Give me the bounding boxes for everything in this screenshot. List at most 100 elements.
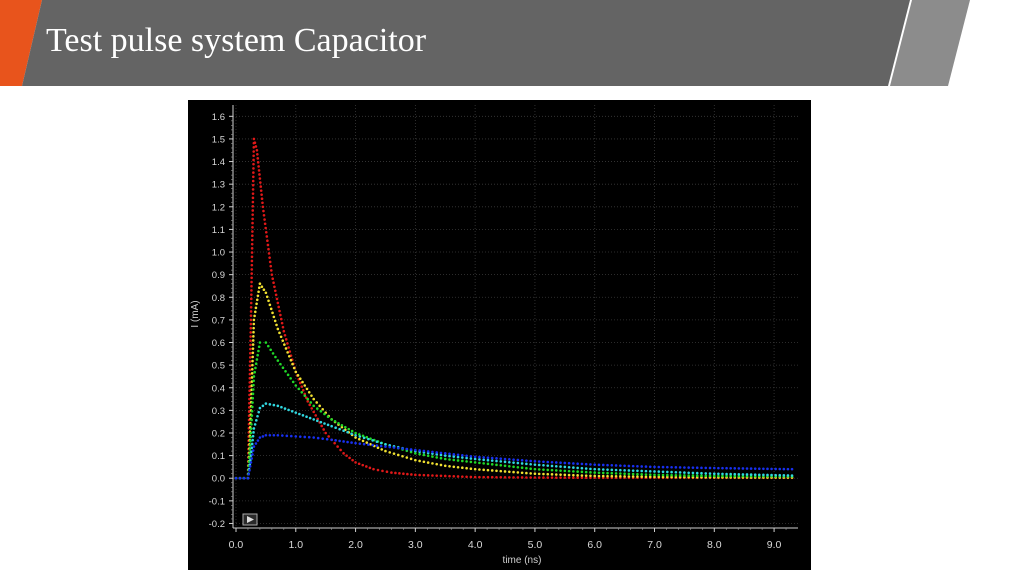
data-point [623, 475, 626, 478]
data-point [406, 472, 409, 476]
data-point [251, 200, 255, 204]
x-tick-label: 9.0 [767, 539, 782, 551]
data-point [248, 456, 251, 459]
data-point [264, 433, 268, 437]
data-point [251, 392, 255, 396]
data-point [559, 476, 562, 479]
data-point [473, 467, 477, 471]
data-point [495, 463, 498, 467]
data-point [251, 234, 254, 238]
accent-stripe-orange [0, 0, 42, 86]
data-point [394, 471, 397, 475]
data-point [448, 474, 451, 478]
data-point [439, 453, 443, 457]
data-point [762, 467, 765, 471]
data-point [308, 416, 312, 420]
data-point [426, 461, 430, 464]
data-point [567, 469, 571, 473]
data-point [431, 474, 434, 477]
data-point [264, 230, 268, 234]
data-point [268, 403, 272, 406]
data-point [542, 468, 545, 471]
data-point [252, 158, 255, 162]
y-tick-label: 0.6 [212, 338, 225, 349]
data-point [606, 468, 609, 471]
data-point [486, 475, 490, 479]
data-point [644, 475, 648, 479]
x-tick-label: 7.0 [647, 539, 662, 551]
data-point [362, 442, 366, 446]
data-point [250, 242, 254, 246]
title-band-graphic [0, 0, 970, 86]
data-point [666, 470, 669, 474]
data-point [263, 218, 266, 221]
data-point [490, 469, 494, 472]
data-point [593, 467, 597, 471]
data-point [725, 466, 728, 470]
data-point [461, 475, 464, 478]
data-point [550, 473, 554, 476]
y-tick-label: 0.2 [212, 428, 225, 439]
data-point [435, 474, 439, 477]
data-point [606, 463, 609, 467]
data-point [248, 356, 252, 359]
data-point [251, 196, 255, 200]
data-point [546, 472, 550, 476]
data-point [533, 467, 537, 471]
data-point [422, 460, 426, 464]
data-point [482, 456, 485, 459]
data-point [289, 434, 293, 438]
y-tick-label: 1.1 [212, 225, 225, 236]
data-point [365, 465, 368, 468]
data-point [267, 299, 270, 303]
data-point [303, 384, 307, 387]
data-point [683, 474, 686, 477]
data-point [435, 456, 439, 459]
data-point [249, 431, 253, 435]
data-point [490, 459, 494, 462]
data-point [443, 454, 447, 457]
data-point [674, 470, 678, 474]
data-point [766, 473, 769, 477]
data-point [275, 323, 278, 327]
data-point [729, 474, 732, 478]
data-point [252, 431, 255, 434]
data-point [456, 465, 460, 469]
data-point [584, 470, 588, 474]
data-point [260, 285, 264, 289]
data-point [309, 401, 313, 404]
data-point [350, 441, 353, 444]
data-point [435, 451, 439, 454]
data-point [308, 403, 312, 407]
data-point [307, 390, 311, 394]
data-point [790, 474, 794, 477]
play-button[interactable] [242, 513, 258, 526]
data-point [418, 473, 421, 477]
data-point [250, 418, 253, 422]
tick-labels: -0.2 -0.1 0.0 0.1 0.2 0.3 0.4 0.5 0.6 0.7 0.8 0.9 1.… [209, 112, 782, 551]
data-point [276, 404, 280, 408]
data-point [712, 472, 716, 476]
data-point [422, 449, 426, 453]
data-point [316, 419, 319, 423]
data-point [272, 281, 275, 285]
data-point [312, 397, 316, 401]
data-point [478, 461, 481, 465]
data-point [563, 473, 567, 477]
data-point [287, 408, 290, 412]
data-point [448, 458, 451, 461]
data-point [529, 459, 532, 463]
data-point [554, 461, 558, 464]
data-point [251, 396, 255, 400]
data-point [300, 390, 304, 394]
x-tick-label: 2.0 [348, 539, 363, 551]
data-point [443, 474, 447, 478]
data-point [537, 463, 541, 467]
data-point [636, 472, 639, 476]
data-point [342, 429, 345, 433]
data-point [443, 452, 447, 455]
data-point [275, 297, 279, 301]
data-point [348, 456, 351, 460]
data-point [257, 169, 261, 172]
data-point [251, 453, 254, 456]
